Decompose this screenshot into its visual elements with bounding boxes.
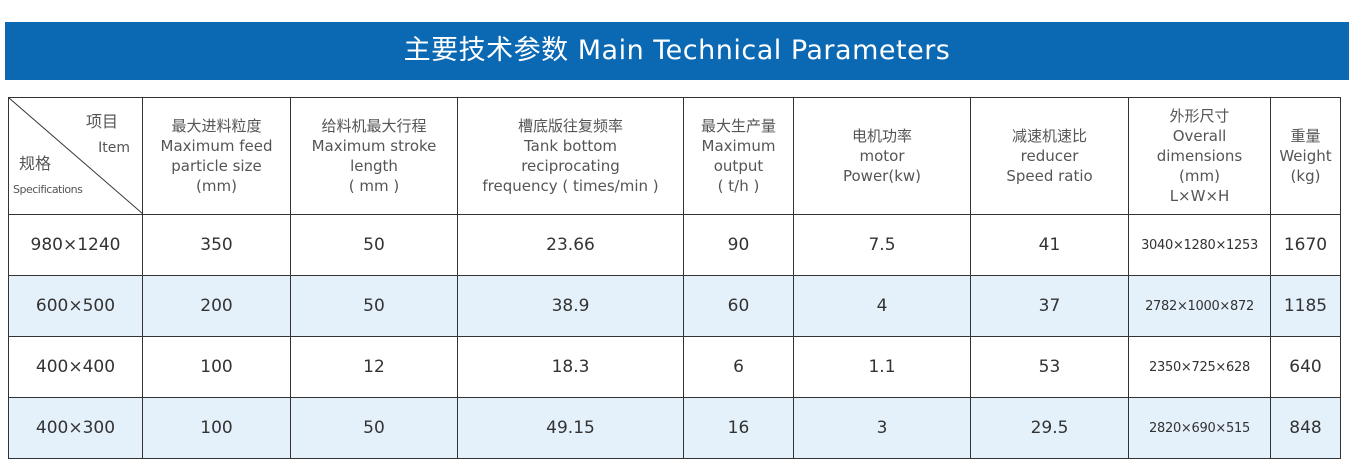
item-cn: 项目 [85,112,118,131]
header-line: ( mm ) [348,177,400,195]
parameter-table: 项目 Item 规格 Specifications 最大进料粒度 Maximum … [8,97,1341,459]
header-line: output [713,157,764,175]
column-header: 给料机最大行程 Maximum stroke length ( mm ) [290,97,458,215]
header-line: L×W×H [1169,187,1230,205]
value-cell: 49.15 [457,397,684,459]
value-cell: 4 [793,275,971,337]
value-cell: 18.3 [457,336,684,398]
value-cell: 1.1 [793,336,971,398]
header-line: 给料机最大行程 [321,117,427,135]
table-row: 600×500 200 50 38.9 60 4 37 2782×1000×872 1185 [8,275,1341,337]
value-cell: 29.5 [970,397,1129,459]
value-cell: 350 [142,214,291,276]
header-line: (mm) [1179,167,1220,185]
title-bar: 主要技术参数 Main Technical Parameters [5,22,1349,80]
spec-en: Specifications [13,183,83,196]
diagonal [9,98,143,214]
value-cell: 50 [290,275,458,337]
spec-cn: 规格 [19,154,52,173]
column-header: 最大进料粒度 Maximum feed particle size (mm) [142,97,291,215]
value-cell: 23.66 [457,214,684,276]
value-cell: 60 [683,275,794,337]
header-line: 重量 [1290,127,1321,145]
header-line: (kg) [1290,167,1321,185]
header-line: Maximum [701,137,776,155]
value-cell: 50 [290,397,458,459]
column-header: 重量 Weight (kg) [1270,97,1341,215]
value-cell: 640 [1270,336,1341,398]
header-line: reciprocating [521,157,620,175]
column-header: 外形尺寸 Overall dimensions (mm) L×W×H [1128,97,1271,215]
header-line: 最大进料粒度 [171,117,262,135]
value-cell: 200 [142,275,291,337]
column-header: 电机功率 motor Power(kw) [793,97,971,215]
spec-cell: 600×500 [8,275,143,337]
spec-cell: 980×1240 [8,214,143,276]
header-line: (mm) [196,177,237,195]
value-cell: 16 [683,397,794,459]
table-row: 400×400 100 12 18.3 6 1.1 53 2350×725×628 640 [8,336,1341,398]
value-cell: 90 [683,214,794,276]
header-line: reducer [1020,147,1079,165]
header-line: Weight [1279,147,1332,165]
value-cell: 100 [142,336,291,398]
item-en: Item [98,140,130,156]
value-cell: 12 [290,336,458,398]
value-cell: 1185 [1270,275,1341,337]
column-header: 减速机速比 reducer Speed ratio [970,97,1129,215]
value-cell: 2350×725×628 [1128,336,1271,398]
value-cell: 1670 [1270,214,1341,276]
value-cell: 41 [970,214,1129,276]
value-cell: 38.9 [457,275,684,337]
table-row: 400×300 100 50 49.15 16 3 29.5 2820×690×515 848 [8,397,1341,459]
header-line: 减速机速比 [1011,127,1087,145]
header-line: 外形尺寸 [1169,107,1230,125]
value-cell: 37 [970,275,1129,337]
value-cell: 848 [1270,397,1341,459]
value-cell: 100 [142,397,291,459]
value-cell: 2820×690×515 [1128,397,1271,459]
value-cell: 6 [683,336,794,398]
spec-cell: 400×400 [8,336,143,398]
header-line: frequency ( times/min ) [482,177,659,195]
spec-cell: 400×300 [8,397,143,459]
header-line: particle size [171,157,262,175]
header-line: 最大生产量 [700,117,776,135]
header-line: Tank bottom [523,137,618,155]
table-row: 980×1240 350 50 23.66 90 7.5 41 3040×1280×1253 1… [8,214,1341,276]
header-line: 电机功率 [851,127,912,145]
header-line: Maximum stroke [311,137,437,155]
column-header: 槽底版往复频率 Tank bottom reciprocating frequency… [457,97,684,215]
header-line: ( t/h ) [717,177,760,195]
value-cell: 7.5 [793,214,971,276]
value-cell: 50 [290,214,458,276]
header-line: Maximum feed [160,137,273,155]
header-line: length [350,157,398,175]
header-line: Power(kw) [842,167,921,185]
header-line: Overall [1172,127,1227,145]
header-line: Speed ratio [1006,167,1093,185]
header-line: dimensions [1156,147,1243,165]
corner-cell: 项目 Item 规格 Specifications [8,97,143,215]
header-line: motor [859,147,905,165]
column-header: 最大生产量 Maximum output ( t/h ) [683,97,794,215]
value-cell: 53 [970,336,1129,398]
value-cell: 3040×1280×1253 [1128,214,1271,276]
value-cell: 2782×1000×872 [1128,275,1271,337]
value-cell: 3 [793,397,971,459]
header-line: 槽底版往复频率 [517,117,623,135]
